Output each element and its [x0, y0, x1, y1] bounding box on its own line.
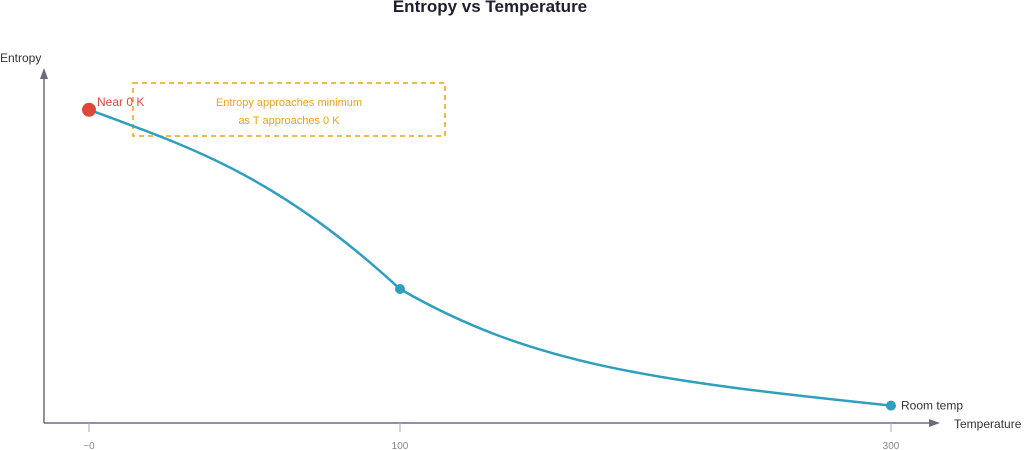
- annotation-line-1: Entropy approaches minimum: [216, 97, 362, 109]
- annotation-box: [132, 82, 446, 137]
- data-point: [395, 284, 405, 295]
- x-axis-label: Temperature: [954, 417, 1022, 431]
- x-axis-arrow: [929, 419, 940, 427]
- point-label: Room temp: [901, 399, 963, 413]
- chart-title: Entropy vs Temperature: [393, 0, 587, 16]
- x-tick-label: 300: [883, 441, 900, 450]
- data-point: [82, 102, 96, 117]
- annotation-line-2: as T approaches 0 K: [238, 115, 340, 127]
- x-tick-label: ~0: [83, 441, 95, 450]
- y-axis-label: Entropy: [0, 51, 41, 65]
- y-axis-arrow: [40, 68, 48, 79]
- x-tick-label: 100: [392, 441, 409, 450]
- data-point: [886, 400, 896, 411]
- point-label: Near 0 K: [97, 95, 144, 109]
- entropy-curve: [88, 108, 892, 407]
